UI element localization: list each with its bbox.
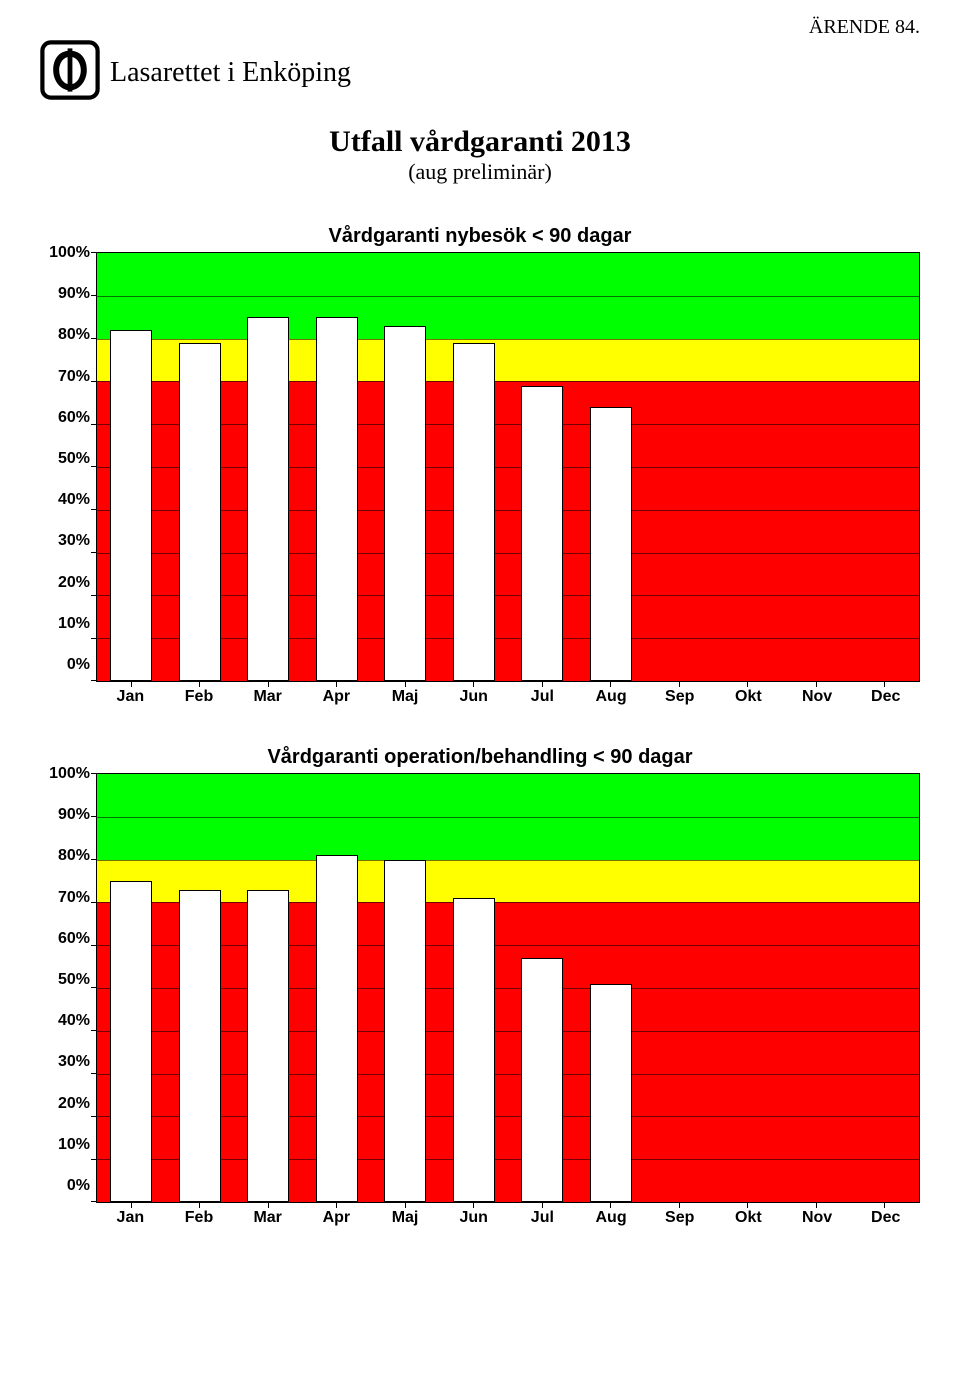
x-tick	[336, 1202, 337, 1208]
x-tick	[405, 681, 406, 687]
x-tick	[336, 681, 337, 687]
page: ÄRENDE 84. Lasarettet i Enköping Utfall …	[0, 0, 960, 1267]
x-tick	[747, 681, 748, 687]
x-tick	[884, 1202, 885, 1208]
x-axis: JanFebMarAprMajJunJulAugSepOktNovDec	[96, 682, 920, 706]
bar	[384, 860, 426, 1202]
chart-block: Vårdgaranti operation/behandling < 90 da…	[40, 746, 920, 1227]
y-axis: 100% 90% 80% 70% 60% 50% 40% 30% 20% 10% 0%	[40, 244, 96, 674]
y-tick-label: 10%	[58, 1136, 90, 1154]
bar	[453, 343, 495, 681]
y-tick-label: 70%	[58, 889, 90, 907]
x-tick	[679, 681, 680, 687]
x-tick	[884, 681, 885, 687]
x-tick	[679, 1202, 680, 1208]
y-tick-label: 50%	[58, 971, 90, 989]
x-tick-label: Okt	[714, 682, 783, 706]
x-tick	[816, 1202, 817, 1208]
bars-layer	[97, 253, 919, 681]
y-tick-label: 100%	[49, 765, 90, 783]
y-tick-label: 20%	[58, 1095, 90, 1113]
bar	[521, 386, 563, 681]
x-axis: JanFebMarAprMajJunJulAugSepOktNovDec	[96, 1203, 920, 1227]
y-tick-label: 60%	[58, 930, 90, 948]
y-tick-label: 70%	[58, 368, 90, 386]
y-tick-label: 0%	[67, 656, 90, 674]
x-tick	[131, 1202, 132, 1208]
plot-area	[96, 252, 920, 682]
bar	[590, 407, 632, 681]
title-sub: (aug preliminär)	[40, 159, 920, 185]
x-tick	[473, 1202, 474, 1208]
plot-area	[96, 773, 920, 1203]
x-tick	[542, 1202, 543, 1208]
x-tick	[131, 681, 132, 687]
x-tick	[473, 681, 474, 687]
x-tick	[199, 1202, 200, 1208]
y-tick-label: 0%	[67, 1177, 90, 1195]
y-tick-label: 50%	[58, 450, 90, 468]
corner-label: ÄRENDE 84.	[809, 16, 920, 39]
y-tick-label: 80%	[58, 847, 90, 865]
logo-block: Lasarettet i Enköping	[40, 40, 920, 105]
chart-wrap: 100%90%80%70%60%50%40%30%20%10%0%JanFebM…	[40, 252, 920, 706]
chart-wrap: 100%90%80%70%60%50%40%30%20%10%0%JanFebM…	[40, 773, 920, 1227]
y-tick-label: 60%	[58, 409, 90, 427]
x-tick	[747, 1202, 748, 1208]
chart-row: 100%90%80%70%60%50%40%30%20%10%0%	[40, 252, 920, 682]
bars-layer	[97, 774, 919, 1202]
y-tick-label: 20%	[58, 574, 90, 592]
y-tick-label: 40%	[58, 1012, 90, 1030]
bar	[247, 890, 289, 1202]
y-tick-label: 30%	[58, 1053, 90, 1071]
hospital-logo-icon	[40, 40, 100, 105]
y-tick-label: 100%	[49, 244, 90, 262]
brand-name: Lasarettet i Enköping	[110, 57, 351, 89]
chart-row: 100%90%80%70%60%50%40%30%20%10%0%	[40, 773, 920, 1203]
y-tick-label: 30%	[58, 532, 90, 550]
bar	[179, 343, 221, 681]
bar	[521, 958, 563, 1202]
x-tick-label: Dec	[851, 1203, 920, 1227]
x-tick	[816, 681, 817, 687]
x-tick	[268, 681, 269, 687]
x-tick-label: Nov	[783, 1203, 852, 1227]
y-tick-label: 90%	[58, 285, 90, 303]
y-tick-label: 90%	[58, 806, 90, 824]
x-tick	[268, 1202, 269, 1208]
bar	[316, 317, 358, 681]
x-tick-label: Dec	[851, 682, 920, 706]
y-axis: 100% 90% 80% 70% 60% 50% 40% 30% 20% 10% 0%	[40, 765, 96, 1195]
bar	[316, 855, 358, 1202]
y-tick-label: 80%	[58, 326, 90, 344]
bar	[110, 330, 152, 681]
x-tick-label: Sep	[645, 682, 714, 706]
x-tick	[405, 1202, 406, 1208]
x-tick	[610, 1202, 611, 1208]
bar	[179, 890, 221, 1202]
bar	[110, 881, 152, 1202]
bar	[247, 317, 289, 681]
x-tick	[610, 681, 611, 687]
chart-title: Vårdgaranti nybesök < 90 dagar	[40, 225, 920, 248]
y-tick-label: 40%	[58, 491, 90, 509]
charts-root: Vårdgaranti nybesök < 90 dagar100%90%80%…	[40, 225, 920, 1227]
bar	[453, 898, 495, 1202]
page-title: Utfall vårdgaranti 2013 (aug preliminär)	[40, 125, 920, 185]
chart-title: Vårdgaranti operation/behandling < 90 da…	[40, 746, 920, 769]
x-tick-label: Sep	[645, 1203, 714, 1227]
x-tick	[542, 681, 543, 687]
bar	[590, 984, 632, 1202]
x-tick-label: Nov	[783, 682, 852, 706]
x-tick	[199, 681, 200, 687]
title-main: Utfall vårdgaranti 2013	[40, 125, 920, 159]
bar	[384, 326, 426, 681]
y-tick-label: 10%	[58, 615, 90, 633]
x-tick-label: Okt	[714, 1203, 783, 1227]
chart-block: Vårdgaranti nybesök < 90 dagar100% 90% 80%…	[40, 225, 920, 706]
